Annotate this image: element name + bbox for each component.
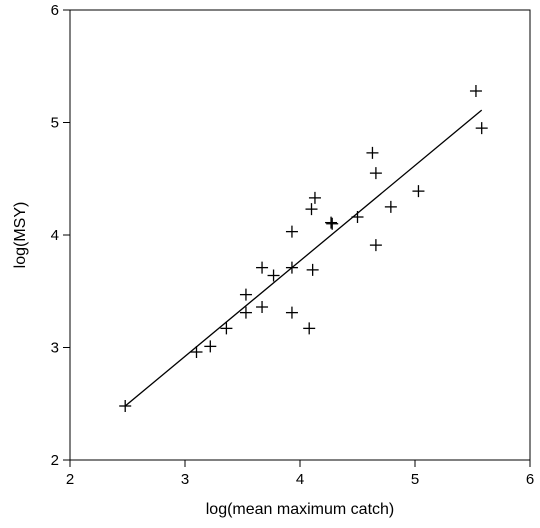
data-point <box>325 216 338 229</box>
x-axis-label: log(mean maximum catch) <box>206 501 395 518</box>
data-point <box>204 340 217 353</box>
data-point <box>239 306 252 319</box>
data-point <box>256 301 269 313</box>
data-point <box>285 306 298 319</box>
data-point <box>305 203 318 216</box>
y-tick-label: 2 <box>51 452 59 469</box>
y-tick-label: 3 <box>51 340 59 357</box>
x-tick-label: 3 <box>181 471 189 488</box>
x-tick-label: 4 <box>296 471 304 488</box>
x-tick-label: 2 <box>66 471 74 488</box>
data-point <box>412 185 425 198</box>
data-point <box>239 288 252 301</box>
data-point <box>308 191 321 204</box>
data-point <box>475 122 488 135</box>
data-point <box>384 200 397 213</box>
y-axis-ticks: 2 3 4 5 6 <box>51 2 70 469</box>
data-point <box>285 225 298 238</box>
data-point <box>351 211 364 223</box>
y-tick-label: 5 <box>51 115 59 132</box>
data-point <box>306 263 319 276</box>
x-tick-label: 5 <box>411 471 419 488</box>
x-tick-label: 6 <box>526 471 534 488</box>
data-point <box>256 261 269 274</box>
data-point <box>366 146 379 159</box>
y-tick-label: 6 <box>51 2 59 19</box>
data-point <box>285 261 298 274</box>
data-point <box>119 400 132 412</box>
data-point <box>369 167 382 180</box>
data-point <box>190 346 203 358</box>
x-axis-ticks: 2 3 4 5 6 <box>66 460 534 488</box>
y-tick-label: 4 <box>51 227 59 244</box>
data-point <box>369 239 382 252</box>
data-point <box>303 322 316 335</box>
data-point <box>469 85 482 97</box>
y-axis-label: log(MSY) <box>12 202 29 269</box>
data-point <box>267 269 280 282</box>
data-points <box>119 85 488 412</box>
plot-frame <box>69 9 531 461</box>
regression-line <box>124 109 483 407</box>
data-point <box>326 217 339 230</box>
data-point <box>220 322 233 335</box>
